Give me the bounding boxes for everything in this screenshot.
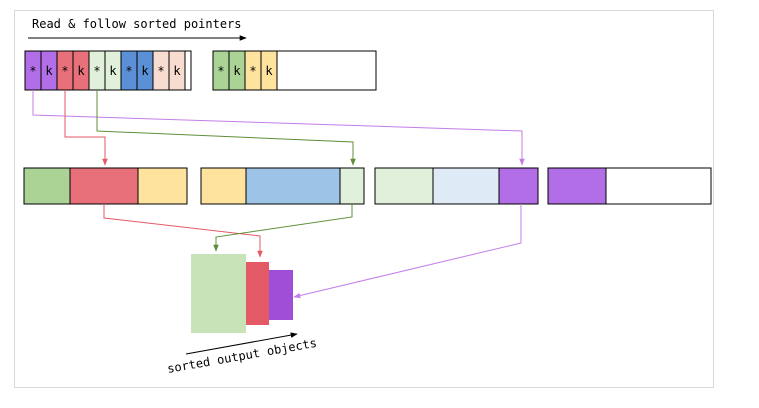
key-cell bbox=[168, 50, 186, 91]
object-page-1 bbox=[23, 167, 188, 205]
pointer-symbol: * bbox=[125, 64, 132, 78]
top-label: Read & follow sorted pointers bbox=[32, 17, 242, 31]
object-yellow bbox=[137, 167, 188, 205]
output-object-red bbox=[246, 262, 269, 325]
key-symbol: k bbox=[173, 64, 181, 78]
pointer-arrow-purple bbox=[32, 90, 525, 166]
object-purple bbox=[547, 167, 607, 205]
pointer-array-1: * k * k * k * k * k bbox=[24, 50, 192, 91]
pointer-arrow-green bbox=[96, 90, 356, 166]
output-object-green bbox=[191, 254, 246, 333]
output-direction-arrow bbox=[185, 332, 298, 355]
object-green bbox=[23, 167, 71, 205]
pointer-symbol: * bbox=[93, 64, 100, 78]
pointer-symbol: * bbox=[61, 64, 68, 78]
object-page-4 bbox=[547, 167, 712, 205]
copy-arrow-purple bbox=[293, 204, 522, 299]
object-page-3 bbox=[374, 167, 539, 205]
diagram-frame bbox=[14, 10, 714, 388]
key-symbol: k bbox=[77, 64, 85, 78]
key-symbol: k bbox=[265, 64, 273, 78]
output-object-purple bbox=[269, 270, 293, 320]
key-symbol: k bbox=[45, 64, 53, 78]
key-cell bbox=[260, 50, 278, 91]
copy-arrow-green bbox=[213, 204, 353, 252]
object-mint bbox=[374, 167, 434, 205]
object-blue bbox=[245, 167, 341, 205]
object-blue-pale bbox=[432, 167, 500, 205]
copy-arrow-red bbox=[103, 204, 263, 258]
key-symbol: k bbox=[233, 64, 241, 78]
pointer-symbol: * bbox=[249, 64, 256, 78]
key-symbol: k bbox=[109, 64, 117, 78]
pointer-arrow-red bbox=[64, 90, 108, 166]
object-red bbox=[69, 167, 139, 205]
pointer-array-2: * k * k bbox=[212, 50, 377, 91]
object-mint bbox=[339, 167, 365, 205]
key-symbol: k bbox=[141, 64, 149, 78]
pointer-symbol: * bbox=[217, 64, 224, 78]
pointer-symbol: * bbox=[157, 64, 164, 78]
bottom-label: sorted output objects bbox=[166, 336, 318, 376]
sorted-output-objects bbox=[191, 254, 293, 333]
object-page-2 bbox=[200, 167, 365, 205]
object-purple bbox=[498, 167, 539, 205]
pointer-symbol: * bbox=[29, 64, 36, 78]
object-yellow bbox=[200, 167, 247, 205]
